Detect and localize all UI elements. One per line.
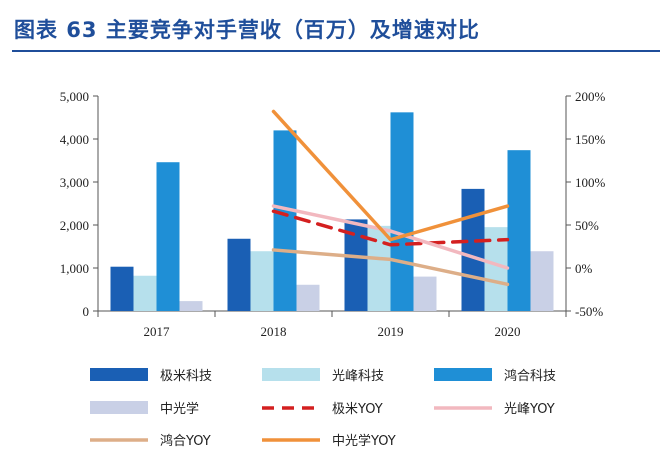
bar-中光学-2019 [413,276,437,311]
right-tick-label: -50% [575,304,603,319]
legend-swatch-光峰科技 [262,368,320,381]
right-tick-label: 50% [575,218,599,233]
bar-鸿合科技-2020 [507,150,531,311]
right-tick-label: 150% [575,132,606,147]
left-tick-label: 0 [83,304,90,319]
legend-swatch-鸿合科技 [434,368,492,381]
bar-光峰科技-2017 [133,275,157,311]
bar-光峰科技-2019 [367,225,391,311]
right-tick-label: 200% [575,89,606,104]
title-bar: 图表 63 主要竞争对手营收（百万）及增速对比 [0,0,668,52]
left-tick-label: 3,000 [60,175,89,190]
bars [110,112,554,311]
right-tick-label: 100% [575,175,606,190]
legend-swatch-中光学 [90,401,148,414]
legend-swatch-极米科技 [90,368,148,381]
right-tick-label: 0% [575,261,593,276]
legend-label-光峰科技: 光峰科技 [332,369,384,384]
chart-title: 图表 63 主要竞争对手营收（百万）及增速对比 [14,18,480,42]
bar-光峰科技-2020 [484,227,508,311]
legend-label-鸿合YOY: 鸿合YOY [160,433,211,449]
x-tick-label: 2019 [378,324,404,339]
bar-中光学-2018 [296,284,320,311]
bar-光峰科技-2018 [250,251,274,311]
lines [271,109,510,287]
legend-label-极米YOY: 极米YOY [332,402,383,417]
bar-极米科技-2020 [461,188,485,311]
bar-中光学-2017 [179,301,203,311]
x-tick-label: 2018 [261,324,287,339]
bar-中光学-2020 [530,251,554,311]
bar-鸿合科技-2018 [273,130,297,311]
left-tick-label: 5,000 [60,89,89,104]
legend-label-鸿合科技: 鸿合科技 [504,368,556,384]
left-tick-label: 2,000 [60,218,89,233]
legend-label-光峰YOY: 光峰YOY [504,402,555,417]
legend-label-中光学YOY: 中光学YOY [332,433,396,449]
left-tick-label: 1,000 [60,261,89,276]
left-tick-label: 4,000 [60,132,89,147]
x-tick-label: 2017 [144,324,171,339]
bar-鸿合科技-2019 [390,112,414,311]
bar-极米科技-2019 [344,219,368,311]
axes: 0 1,000 2,000 3,000 4,000 5,000 -50% 0% 50% 100% 1… [60,89,606,339]
title-rule [12,50,660,52]
bar-鸿合科技-2017 [156,162,180,311]
x-tick-label: 2020 [495,324,521,339]
bar-极米科技-2017 [110,266,134,311]
bar-极米科技-2018 [227,238,251,311]
legend-label-极米科技: 极米科技 [160,369,212,384]
legend-label-中光学: 中光学 [160,401,199,417]
